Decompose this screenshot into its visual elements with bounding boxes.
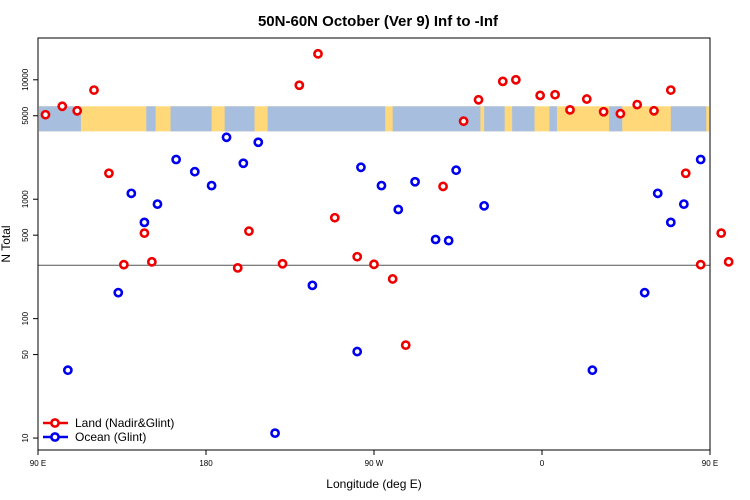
map-band-ocean	[146, 106, 156, 132]
legend-land-marker	[50, 418, 60, 428]
map-band-ocean	[549, 106, 557, 132]
land-point	[473, 94, 484, 105]
ocean-point	[238, 158, 249, 169]
y-tick-label: 100	[21, 311, 30, 325]
ocean-point	[356, 162, 366, 173]
ocean-point	[479, 200, 490, 211]
map-band-ocean	[512, 106, 535, 132]
land-point	[313, 48, 323, 59]
ocean-point	[126, 188, 137, 199]
land-point	[716, 228, 727, 239]
ocean-point	[639, 287, 650, 298]
land-point	[139, 228, 150, 239]
x-axis: 90 E 180 90 W 0 90 E	[30, 450, 718, 468]
ocean-point	[410, 176, 420, 187]
x-tick-label: 90 W	[365, 459, 384, 468]
ocean-point	[206, 180, 217, 191]
map-band-ocean	[267, 106, 386, 132]
world-map-band	[39, 106, 709, 132]
land-point	[665, 85, 676, 95]
land-point	[40, 109, 51, 120]
ocean-point	[430, 234, 441, 245]
y-tick-label: 10000	[21, 68, 30, 91]
land-point	[294, 80, 305, 91]
map-band-ocean	[224, 106, 255, 132]
ocean-point	[443, 235, 454, 246]
ocean-point	[393, 204, 404, 215]
land-point	[581, 94, 592, 104]
ocean-point	[695, 154, 706, 165]
land-point	[497, 76, 508, 87]
map-band-ocean	[484, 106, 505, 132]
y-axis: 10 50 100 500 1000 5000 10000	[21, 68, 38, 443]
land-point	[244, 226, 254, 237]
ocean-point	[451, 165, 462, 176]
land-point	[232, 262, 243, 273]
land-point	[565, 104, 575, 115]
land-point	[598, 106, 609, 117]
legend-ocean-marker	[50, 432, 60, 442]
x-tick-label: 90 E	[30, 459, 46, 468]
land-point	[438, 181, 448, 192]
y-tick-label: 500	[21, 228, 30, 242]
ocean-point	[307, 280, 318, 291]
ocean-point	[139, 217, 150, 228]
plot-frame	[37, 37, 711, 451]
land-point	[632, 99, 643, 110]
land-point	[104, 168, 114, 179]
ocean-point	[221, 132, 232, 143]
chart-title: 50N-60N October (Ver 9) Inf to -Inf	[258, 13, 499, 30]
ocean-point	[62, 365, 73, 376]
y-tick-label: 50	[21, 350, 30, 359]
ocean-point	[113, 287, 124, 298]
ocean-point	[678, 199, 689, 210]
data-points	[40, 48, 734, 439]
land-point	[329, 212, 340, 223]
land-point	[615, 108, 626, 119]
land-point	[400, 340, 411, 351]
ocean-point	[171, 154, 182, 165]
map-band-ocean	[170, 106, 212, 132]
map-band-ocean	[670, 106, 707, 132]
land-point	[118, 259, 129, 270]
land-point	[146, 256, 157, 267]
land-point	[695, 259, 706, 270]
land-point	[535, 90, 546, 101]
land-point	[89, 85, 99, 95]
x-tick-label: 180	[199, 459, 213, 468]
legend-label-land: Land (Nadir&Glint)	[75, 416, 174, 430]
land-point	[723, 256, 734, 267]
ocean-point	[189, 166, 200, 177]
land-point	[550, 89, 560, 100]
land-point	[277, 258, 288, 269]
land-point	[72, 105, 83, 116]
land-point	[369, 259, 379, 270]
y-axis-label: N Total	[0, 225, 13, 262]
ocean-point	[270, 428, 280, 439]
ocean-point	[152, 199, 163, 210]
land-point	[352, 251, 363, 262]
ocean-point	[253, 137, 264, 148]
y-tick-label: 5000	[21, 106, 30, 124]
land-point	[510, 74, 521, 85]
land-point	[458, 116, 469, 127]
x-tick-label: 90 E	[702, 459, 718, 468]
ocean-point	[587, 365, 598, 376]
x-tick-label: 0	[540, 459, 545, 468]
x-axis-label: Longitude (deg E)	[326, 477, 421, 491]
land-point	[57, 101, 68, 112]
land-point	[387, 274, 398, 284]
ocean-point	[665, 217, 676, 228]
y-tick-label: 10	[21, 433, 30, 442]
land-point	[680, 168, 691, 179]
land-point	[649, 105, 659, 116]
ocean-point	[652, 188, 663, 199]
y-tick-label: 1000	[21, 190, 30, 208]
legend-label-ocean: Ocean (Glint)	[75, 430, 146, 444]
ocean-point	[376, 180, 387, 191]
ocean-point	[352, 346, 363, 357]
legend: Land (Nadir&Glint) Ocean (Glint)	[43, 416, 174, 444]
